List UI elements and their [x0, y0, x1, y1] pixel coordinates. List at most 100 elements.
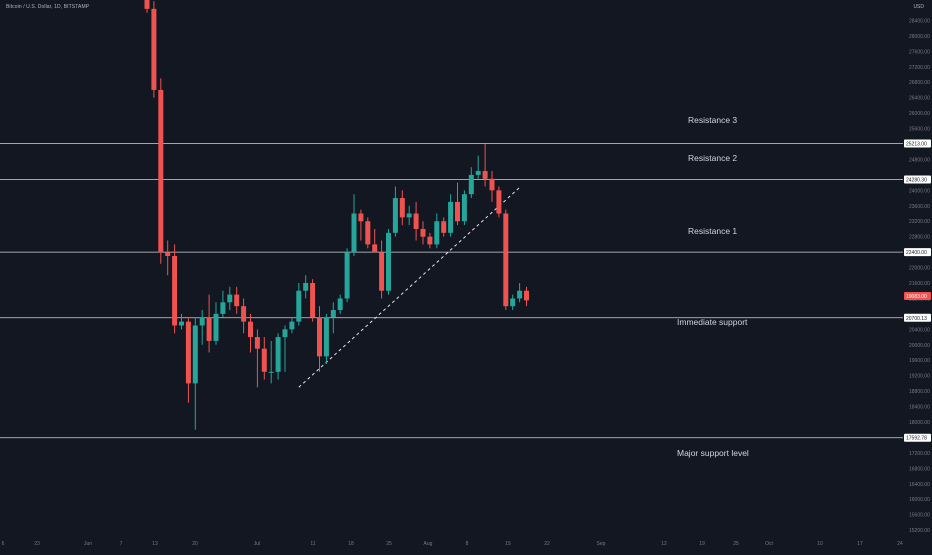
level-price-badge — [904, 248, 931, 257]
y-tick-label: 18000.00 — [909, 420, 930, 426]
candle-body — [365, 221, 371, 245]
level-annotation: Resistance 3 — [688, 115, 737, 125]
ascending-trendline — [298, 186, 522, 388]
candle — [151, 1, 157, 98]
candle-body — [434, 221, 440, 245]
level-price-badge — [904, 433, 931, 442]
x-tick-label: Jul — [254, 541, 260, 547]
candle-body — [275, 337, 281, 372]
candle-body — [227, 294, 233, 303]
candle-body — [234, 294, 240, 307]
x-tick-label: 15 — [505, 541, 511, 547]
candle-body — [185, 321, 191, 384]
candle-body — [289, 321, 295, 330]
candle-body — [461, 194, 467, 222]
candle-body — [172, 255, 178, 326]
y-tick-label: 22000.00 — [909, 266, 930, 272]
candle-body — [206, 317, 212, 341]
candle-body — [213, 313, 219, 341]
symbol-title[interactable]: Bitcoin / U.S. Dollar, 1D, BITSTAMP — [6, 4, 90, 10]
candle — [165, 240, 171, 276]
candle — [406, 205, 412, 226]
candle — [192, 317, 198, 430]
candle-body — [151, 8, 157, 90]
y-tick-label: 27600.00 — [909, 49, 930, 55]
candle — [358, 209, 364, 241]
x-tick-label: 19 — [699, 541, 705, 547]
candle-body — [303, 283, 309, 291]
currency-label: USD — [913, 4, 924, 10]
candle — [234, 286, 240, 314]
y-tick-label: 22800.00 — [909, 235, 930, 241]
candle-body — [199, 317, 205, 326]
price-axis[interactable]: 15200.00 15600.00 16000.00 16400.00 16800.00… — [904, 18, 931, 534]
candle-body — [524, 290, 529, 301]
candle — [413, 201, 419, 241]
candles — [144, 0, 529, 430]
candle-body — [296, 290, 302, 322]
candle — [227, 286, 233, 311]
candle — [461, 190, 467, 226]
y-tick-label: 16800.00 — [909, 466, 930, 472]
candle-body — [268, 371, 274, 373]
x-tick-label: 6 — [2, 541, 5, 547]
level-price-label: 24280.30 — [906, 178, 927, 184]
y-tick-label: 26000.00 — [909, 111, 930, 117]
candle-body — [179, 321, 184, 326]
y-tick-label: 16000.00 — [909, 497, 930, 503]
x-tick-label: 8 — [466, 541, 469, 547]
y-tick-label: 24000.00 — [909, 188, 930, 194]
candle — [330, 302, 336, 334]
candle-body — [448, 201, 454, 233]
horizontal-levels — [0, 143, 903, 439]
y-tick-label: 23200.00 — [909, 219, 930, 225]
candle — [468, 167, 474, 199]
level-price-badge — [904, 175, 931, 184]
y-tick-label: 20400.00 — [909, 327, 930, 333]
candle — [220, 290, 226, 318]
candle-body — [406, 213, 412, 218]
candle-body — [482, 171, 488, 179]
candle-body — [517, 290, 523, 299]
candle — [344, 248, 350, 303]
candle — [517, 283, 523, 303]
candle-body — [351, 213, 357, 253]
candle — [392, 186, 398, 237]
y-tick-label: 28400.00 — [909, 18, 930, 24]
candle — [441, 217, 447, 237]
candle — [365, 217, 371, 249]
candle-body — [441, 221, 447, 233]
candle — [172, 244, 178, 334]
candle — [282, 325, 288, 372]
y-tick-label: 18400.00 — [909, 405, 930, 411]
x-tick-label: 25 — [386, 541, 392, 547]
time-axis[interactable]: 6 23 Jun 7 13 20 Jul 11 18 25 Aug 8 15 22 Sep 12 19 25 Oct… — [2, 541, 903, 547]
level-price-label: 17592.78 — [906, 436, 927, 442]
y-tick-label: 18800.00 — [909, 389, 930, 395]
candle — [323, 313, 329, 365]
x-tick-label: 23 — [34, 541, 40, 547]
level-annotation: Resistance 2 — [688, 153, 737, 163]
candle-body — [386, 232, 391, 291]
y-tick-label: 26400.00 — [909, 96, 930, 102]
x-tick-label: 17 — [857, 541, 863, 547]
candle-body — [144, 0, 150, 9]
candle — [254, 329, 260, 388]
candle-body — [344, 252, 350, 299]
candle — [386, 228, 391, 295]
candle — [399, 190, 405, 226]
x-tick-label: 7 — [120, 541, 123, 547]
x-tick-label: 12 — [661, 541, 667, 547]
candle-body — [317, 317, 322, 357]
level-annotation: Immediate support — [677, 317, 748, 327]
candle-body — [261, 348, 267, 372]
candle — [372, 228, 378, 253]
y-tick-label: 15600.00 — [909, 513, 930, 519]
candle — [206, 294, 212, 353]
candle-body — [399, 198, 405, 218]
candle — [158, 78, 164, 264]
candle-body — [413, 213, 419, 229]
candle — [427, 232, 433, 249]
